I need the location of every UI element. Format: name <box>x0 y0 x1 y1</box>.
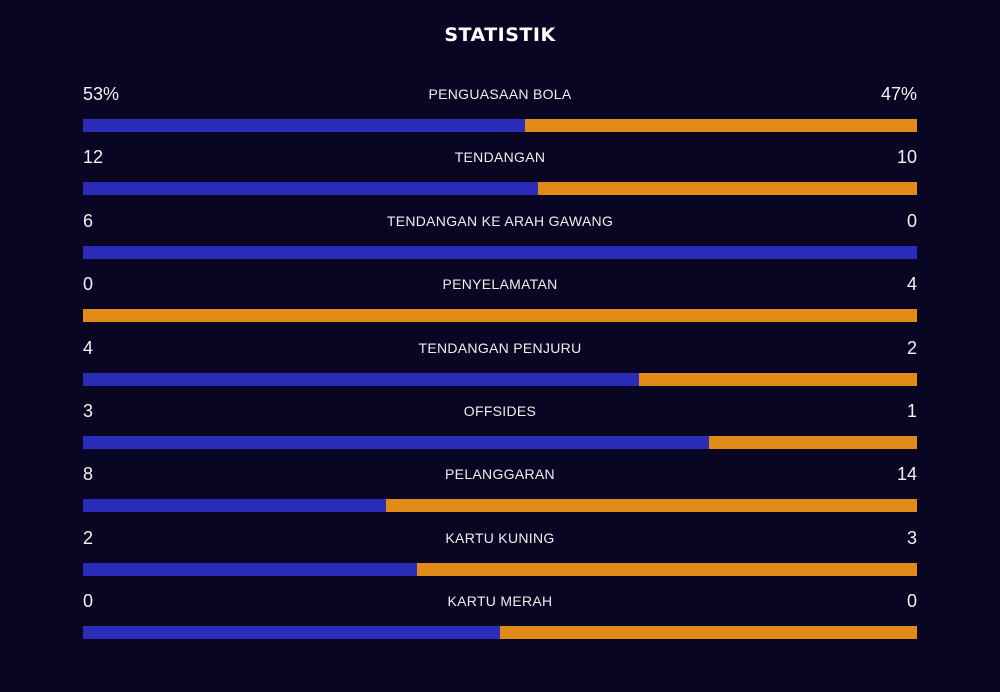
comparison-bar <box>83 182 917 196</box>
panel-title: STATISTIK <box>444 24 556 46</box>
stat-header: PENGUASAAN BOLA 53% 47% <box>83 83 917 113</box>
home-bar-segment <box>83 499 386 513</box>
away-value: 47% <box>880 84 917 104</box>
home-bar-segment <box>83 562 417 576</box>
stat-label: KARTU KUNING <box>445 529 555 546</box>
comparison-bar <box>83 499 917 513</box>
comparison-bar <box>83 562 917 576</box>
away-bar-segment <box>639 372 917 386</box>
stat-row: OFFSIDES 3 1 <box>83 400 917 460</box>
stat-header: TENDANGAN KE ARAH GAWANG 6 0 <box>83 210 917 240</box>
away-bar-segment <box>709 436 917 449</box>
stat-label: PENGUASAAN BOLA <box>428 86 572 102</box>
home-value: 53% <box>83 84 120 104</box>
away-value: 14 <box>896 464 917 485</box>
away-bar-segment <box>525 119 917 132</box>
home-value: 4 <box>83 337 94 358</box>
stat-label: OFFSIDES <box>463 403 537 419</box>
stat-header: TENDANGAN 12 10 <box>83 146 917 176</box>
stat-row: TENDANGAN 12 10 <box>83 146 917 206</box>
stat-row: KARTU KUNING 2 3 <box>83 527 917 587</box>
stat-label: TENDANGAN PENJURU <box>418 339 582 356</box>
away-bar-segment <box>386 499 917 513</box>
home-bar-segment <box>83 372 639 386</box>
home-bar-segment <box>83 436 709 449</box>
away-bar-segment <box>538 182 917 196</box>
stat-header: TENDANGAN PENJURU 4 2 <box>83 337 917 367</box>
home-value: 6 <box>83 210 94 231</box>
stat-label: KARTU MERAH <box>447 593 553 610</box>
home-bar-segment <box>83 119 525 132</box>
stat-header: PELANGGARAN 8 14 <box>83 463 917 493</box>
comparison-bar <box>83 309 917 323</box>
stat-row: PENYELAMATAN 0 4 <box>83 273 917 333</box>
home-bar-segment <box>83 182 538 196</box>
home-value: 2 <box>83 527 94 548</box>
stat-header: KARTU MERAH 0 0 <box>83 590 917 620</box>
away-bar-segment <box>417 562 917 576</box>
away-value: 2 <box>906 337 917 358</box>
stat-row: TENDANGAN KE ARAH GAWANG 6 0 <box>83 210 917 270</box>
home-bar-segment <box>83 626 500 640</box>
stat-row: PELANGGARAN 8 14 <box>83 463 917 523</box>
stat-header: KARTU KUNING 2 3 <box>83 527 917 557</box>
home-value: 12 <box>83 147 104 168</box>
stat-row: TENDANGAN PENJURU 4 2 <box>83 337 917 397</box>
home-value: 0 <box>83 274 94 295</box>
comparison-bar <box>83 119 917 132</box>
stat-label: TENDANGAN KE ARAH GAWANG <box>386 212 614 229</box>
stat-header: OFFSIDES 3 1 <box>83 400 917 430</box>
away-value: 0 <box>906 210 917 231</box>
home-value: 0 <box>83 591 94 612</box>
home-value: 8 <box>83 464 94 485</box>
stat-label: TENDANGAN <box>454 149 546 166</box>
away-value: 10 <box>896 147 917 168</box>
comparison-bar <box>83 436 917 449</box>
away-value: 1 <box>906 401 917 421</box>
comparison-bar <box>83 626 917 640</box>
home-value: 3 <box>83 401 94 421</box>
stat-label: PENYELAMATAN <box>442 276 558 293</box>
stat-row: PENGUASAAN BOLA 53% 47% <box>83 83 917 143</box>
stat-header: PENYELAMATAN 0 4 <box>83 273 917 303</box>
stat-row: KARTU MERAH 0 0 <box>83 590 917 650</box>
away-bar-segment <box>500 626 917 640</box>
home-bar-segment <box>83 245 917 259</box>
away-bar-segment <box>83 309 917 323</box>
away-value: 0 <box>906 591 917 612</box>
comparison-bar <box>83 245 917 259</box>
away-value: 4 <box>906 274 917 295</box>
comparison-bar <box>83 372 917 386</box>
stat-label: PELANGGARAN <box>445 466 555 483</box>
away-value: 3 <box>906 527 917 548</box>
